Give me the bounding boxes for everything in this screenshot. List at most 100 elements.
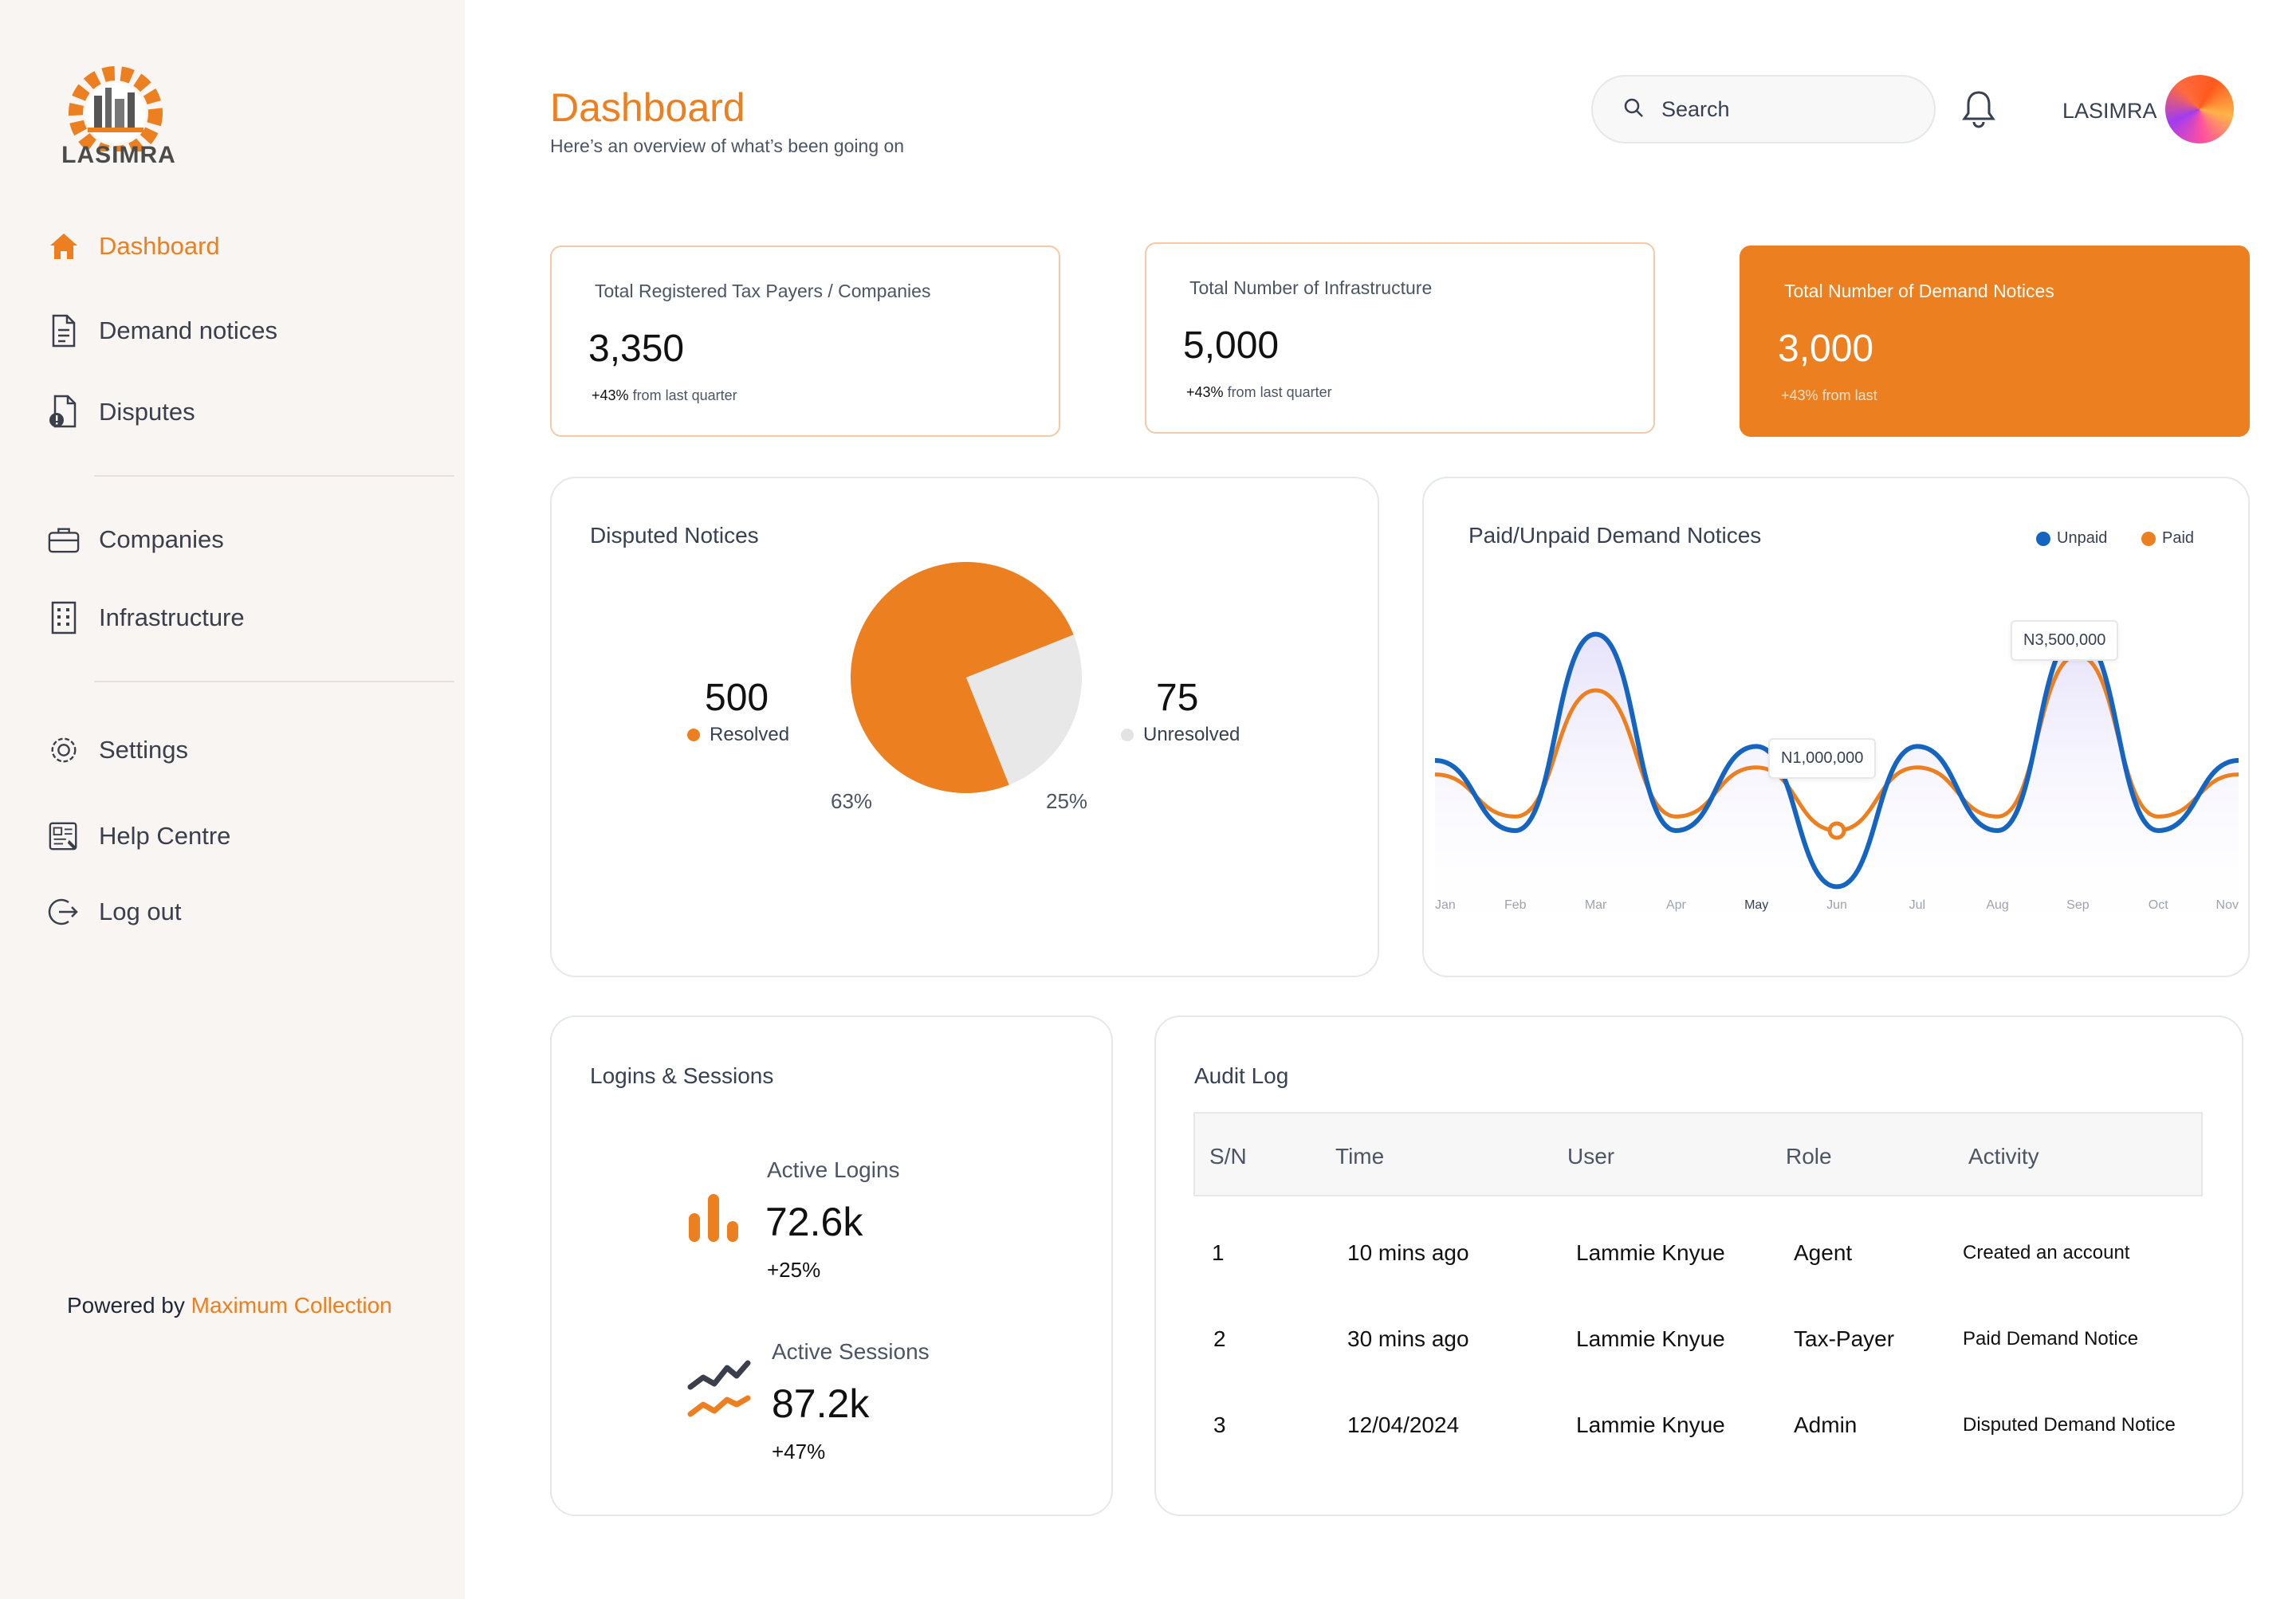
disputed-notices-title: Disputed Notices (590, 523, 759, 548)
audit-table-header: S/N Time User Role Activity (1193, 1112, 2203, 1196)
column-header-user[interactable]: User (1567, 1144, 1615, 1169)
disputed-pie-chart (851, 562, 1082, 793)
sidebar-item-label: Dashboard (99, 232, 220, 260)
cell-sn: 1 (1212, 1240, 1225, 1265)
unresolved-value: 75 (1156, 677, 1199, 719)
resolved-percent: 63% (831, 789, 873, 813)
resolved-label: Resolved (710, 724, 790, 745)
sidebar-item-label: Demand notices (99, 316, 278, 344)
stat-card-demand-notices: Total Number of Demand Notices 3,000 +43… (1740, 246, 2250, 437)
x-tick-label: Aug (1986, 898, 2008, 912)
sidebar-item-companies[interactable]: Companies (48, 520, 224, 560)
cell-activity: Created an account (1963, 1242, 2130, 1263)
stat-change: +43% from last (1781, 387, 1877, 404)
active-logins-label: Active Logins (767, 1157, 900, 1182)
sidebar-item-label: Companies (99, 525, 224, 553)
x-tick-label: Oct (2149, 898, 2168, 912)
unresolved-label: Unresolved (1143, 724, 1240, 745)
cell-user: Lammie Knyue (1576, 1412, 1725, 1437)
active-sessions-value: 87.2k (772, 1381, 870, 1426)
home-icon (48, 230, 80, 262)
cell-user: Lammie Knyue (1576, 1240, 1725, 1265)
powered-by-text: Powered by (67, 1293, 185, 1318)
stat-value: 3,000 (1778, 328, 1874, 370)
logins-sessions-title: Logins & Sessions (590, 1063, 774, 1088)
x-tick-label: Jul (1909, 898, 1925, 912)
pie-slice-unresolved[interactable] (966, 634, 1082, 785)
cell-sn: 3 (1213, 1412, 1226, 1437)
cell-time: 30 mins ago (1347, 1326, 1469, 1351)
search-icon (1623, 97, 1647, 121)
stat-value: 5,000 (1183, 324, 1280, 367)
legend-label-unpaid: Unpaid (2057, 529, 2108, 547)
sidebar-item-label: Infrastructure (99, 603, 245, 631)
building-icon (48, 601, 80, 634)
stat-change-value: +43% (592, 387, 629, 403)
sidebar-divider (94, 681, 454, 682)
sidebar-item-label: Disputes (99, 398, 195, 426)
resolved-dot (687, 729, 700, 741)
trend-lines-icon (687, 1358, 751, 1426)
cell-activity: Paid Demand Notice (1963, 1328, 2139, 1350)
column-header-sn[interactable]: S/N (1209, 1144, 1247, 1169)
resolved-value: 500 (705, 677, 769, 719)
powered-by-brand-link[interactable]: Maximum Collection (191, 1293, 392, 1318)
resolved-legend: Resolved (687, 724, 789, 746)
sidebar-divider (94, 475, 454, 477)
stat-change-suffix: from last (1822, 387, 1877, 403)
paid-unpaid-chart-card: Paid/Unpaid Demand Notices Unpaid Paid J… (1422, 477, 2250, 977)
unresolved-legend: Unresolved (1121, 724, 1240, 746)
stat-label: Total Registered Tax Payers / Companies (595, 281, 931, 301)
logout-icon (48, 896, 80, 928)
stat-label: Total Number of Infrastructure (1189, 277, 1433, 298)
sidebar-item-dashboard[interactable]: Dashboard (48, 226, 220, 266)
stat-card-infrastructure: Total Number of Infrastructure 5,000 +43… (1145, 242, 1655, 434)
sidebar-item-disputes[interactable]: Disputes (48, 392, 195, 432)
pie-slice-resolved[interactable] (851, 562, 1074, 793)
cell-time: 12/04/2024 (1347, 1412, 1460, 1437)
bell-icon[interactable] (1961, 89, 1996, 129)
dispute-file-icon (48, 395, 80, 428)
column-header-time[interactable]: Time (1335, 1144, 1385, 1169)
x-tick-label: Feb (1504, 898, 1527, 912)
legend-label-paid: Paid (2162, 529, 2195, 547)
bar-chart-icon (687, 1192, 740, 1247)
sidebar-item-log-out[interactable]: Log out (48, 892, 181, 932)
x-tick-label: Nov (2216, 898, 2239, 912)
audit-log-card: Audit Log (1154, 1016, 2243, 1516)
point-marker-june[interactable] (1827, 821, 1846, 840)
logo-text: LASIMRA (61, 142, 176, 168)
legend-dot-paid (2141, 531, 2156, 546)
stat-change: +43% from last quarter (592, 387, 737, 404)
cell-user: Lammie Knyue (1576, 1326, 1725, 1351)
avatar[interactable] (2165, 75, 2234, 143)
cell-sn: 2 (1213, 1326, 1226, 1351)
cell-time: 10 mins ago (1347, 1240, 1469, 1265)
x-tick-label: Mar (1585, 898, 1607, 912)
tooltip-september: N3,500,000 (2011, 620, 2119, 661)
unresolved-dot (1121, 729, 1134, 741)
column-header-role[interactable]: Role (1786, 1144, 1832, 1169)
search-input[interactable] (1661, 96, 1917, 122)
sidebar-item-demand-notices[interactable]: Demand notices (48, 311, 277, 351)
cell-role: Tax-Payer (1794, 1326, 1895, 1351)
x-tick-label: Jan (1435, 898, 1456, 912)
sidebar-item-infrastructure[interactable]: Infrastructure (48, 598, 245, 638)
gear-icon (48, 734, 80, 766)
search-bar[interactable] (1591, 75, 1936, 143)
stat-value: 3,350 (588, 328, 685, 370)
page-subtitle: Here’s an overview of what’s been going … (550, 136, 905, 156)
stat-change-value: +43% (1186, 384, 1224, 400)
stat-label: Total Number of Demand Notices (1784, 281, 2054, 301)
briefcase-icon (48, 524, 80, 556)
audit-log-title: Audit Log (1194, 1063, 1289, 1088)
help-centre-icon (48, 820, 80, 852)
sidebar-item-help-centre[interactable]: Help Centre (48, 816, 230, 856)
x-tick-label: Apr (1666, 898, 1687, 912)
sidebar-item-settings[interactable]: Settings (48, 730, 188, 770)
column-header-activity[interactable]: Activity (1968, 1144, 2039, 1169)
cell-role: Agent (1794, 1240, 1853, 1265)
stat-card-taxpayers: Total Registered Tax Payers / Companies … (550, 246, 1060, 437)
lasimra-logo[interactable]: LASIMRA (56, 64, 183, 183)
user-name[interactable]: LASIMRA (2062, 99, 2157, 123)
